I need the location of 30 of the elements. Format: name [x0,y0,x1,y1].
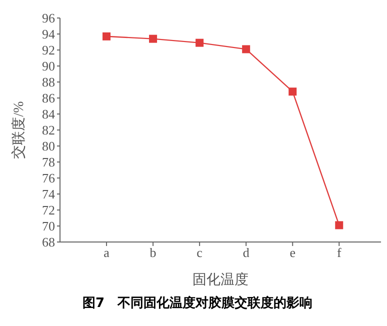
y-tick-label: 74 [42,186,56,202]
point [242,45,250,54]
x-axis-title: 固化温度 [192,272,248,288]
y-tick-label: 90 [42,58,55,74]
y-tick-label: 86 [42,90,56,106]
x-tick-label: c [196,245,203,260]
y-tick-label: 82 [42,122,55,138]
y-tick-label: 70 [42,218,55,234]
y-tick-label: 72 [42,202,55,218]
y-tick-label: 80 [42,138,55,154]
x-tick-label: b [150,245,156,260]
y-tick-label: 92 [42,42,55,58]
y-tick-label: 78 [42,154,55,170]
text: 图7 不同固化温度对胶膜交联度的影响 [81,294,314,312]
x-tick-label: a [104,245,110,260]
point [149,34,158,43]
y-axis-title: 交联度/% [10,100,27,159]
x-tick-label: f [336,245,342,260]
x-tick-label: e [290,245,296,260]
y-tick-label: 94 [42,26,56,42]
y-tick-label: 84 [42,106,56,122]
y-tick-label: 68 [42,234,55,250]
y-tick-label: 76 [42,170,56,186]
point [196,38,204,47]
y-tick-label: 88 [42,74,55,90]
point [335,221,344,230]
point [102,32,111,40]
point [288,88,297,96]
x-tick-label: d [242,245,250,260]
y-tick-label: 96 [42,10,56,26]
